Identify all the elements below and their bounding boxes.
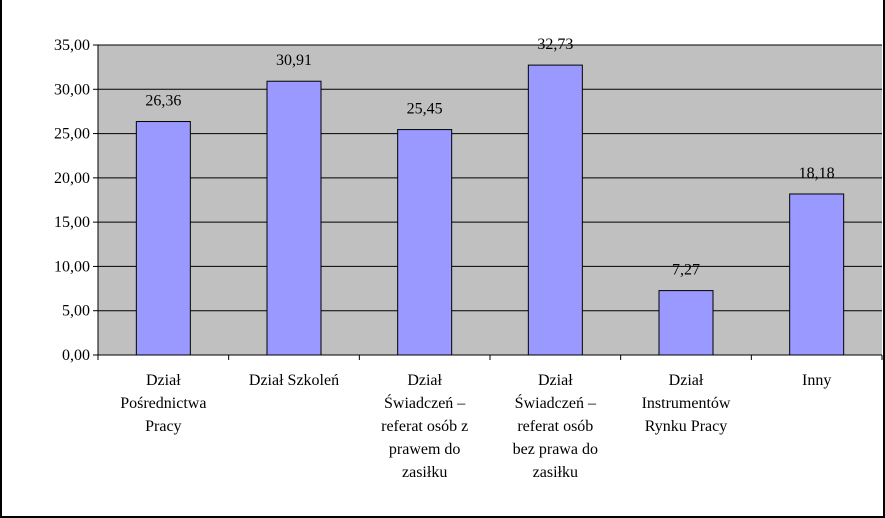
y-tick-label: 10,00 bbox=[54, 258, 90, 275]
category-label-line: Pracy bbox=[145, 418, 181, 435]
category-label-line: Inny bbox=[802, 372, 831, 389]
category-label-line: Świadczeń – bbox=[384, 393, 466, 412]
category-label-line: referat osób bbox=[517, 418, 593, 435]
axes bbox=[93, 44, 883, 360]
category-label: Dział Pośrednictwa Pracy bbox=[120, 372, 206, 435]
data-label: 30,91 bbox=[276, 52, 312, 69]
bar bbox=[397, 129, 453, 356]
category-label: Dział Instrumentów Rynku Pracy bbox=[642, 372, 731, 435]
gridlines bbox=[98, 44, 882, 312]
y-tick-label: 20,00 bbox=[54, 170, 90, 187]
category-label-line: Dział Szkoleń bbox=[249, 372, 339, 389]
data-label: 18,18 bbox=[799, 165, 835, 182]
labels: 0,00 5,00 10,00 15,00 20,00 25,00 30,00 35,00 26… bbox=[54, 36, 835, 481]
bar bbox=[658, 290, 714, 356]
bar bbox=[266, 80, 322, 356]
y-tick-label: 5,00 bbox=[62, 303, 90, 320]
y-tick-label: 15,00 bbox=[54, 214, 90, 231]
data-label: 32,73 bbox=[537, 36, 573, 53]
category-label-line: Rynku Pracy bbox=[645, 418, 727, 435]
category-label-line: Pośrednictwa bbox=[120, 395, 206, 412]
bar bbox=[135, 121, 191, 356]
data-label: 7,27 bbox=[672, 262, 700, 279]
y-tick-label: 0,00 bbox=[62, 347, 90, 364]
category-label-line: Dział bbox=[669, 372, 704, 389]
category-label-line: Dział bbox=[538, 372, 573, 389]
y-tick-label: 35,00 bbox=[54, 37, 90, 54]
bar bbox=[527, 64, 583, 356]
category-label-line: prawem do bbox=[389, 441, 461, 458]
category-label-line: Dział bbox=[146, 372, 181, 389]
category-label-line: Dział bbox=[407, 372, 442, 389]
category-label-line: Instrumentów bbox=[642, 395, 731, 412]
y-tick-label: 30,00 bbox=[54, 81, 90, 98]
category-label-line: Świadczeń – bbox=[515, 393, 597, 412]
category-label: Inny bbox=[802, 372, 831, 389]
bar bbox=[789, 193, 845, 356]
plot-area bbox=[98, 45, 882, 355]
category-label-line: zasiłku bbox=[402, 464, 447, 481]
category-label: Dział Szkoleń bbox=[249, 372, 339, 389]
y-tick-label: 25,00 bbox=[54, 126, 90, 143]
category-label-line: referat osób z bbox=[381, 418, 468, 435]
bars bbox=[135, 64, 845, 356]
category-label: Dział Świadczeń – referat osób z prawem do z… bbox=[381, 372, 468, 481]
category-label-line: zasiłku bbox=[533, 464, 578, 481]
data-label: 25,45 bbox=[407, 101, 443, 118]
data-label: 26,36 bbox=[145, 93, 181, 110]
category-label: Dział Świadczeń – referat osób bez prawa do… bbox=[513, 372, 598, 481]
category-label-line: bez prawa do bbox=[513, 441, 598, 458]
